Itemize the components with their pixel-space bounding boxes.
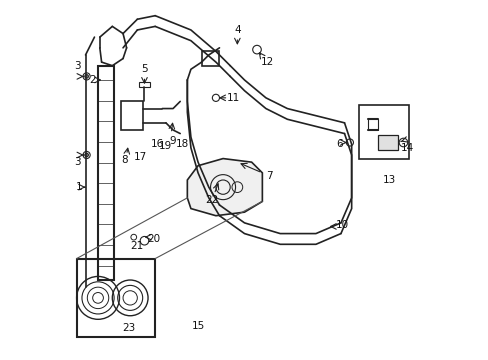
Bar	[358, 105, 408, 158]
Text: 11: 11	[227, 93, 240, 103]
Bar	[77, 258, 155, 337]
Polygon shape	[187, 158, 262, 216]
Bar	[201, 51, 219, 66]
Text: 8: 8	[121, 156, 127, 165]
Text: 4: 4	[234, 25, 240, 35]
Text: 22: 22	[204, 195, 218, 204]
Bar	[98, 66, 114, 280]
Text: 9: 9	[169, 136, 176, 146]
Text: 13: 13	[382, 175, 395, 185]
Text: 3: 3	[74, 157, 81, 167]
Bar	[378, 135, 397, 150]
Text: 23: 23	[122, 323, 135, 333]
Text: 3: 3	[74, 61, 81, 71]
Circle shape	[83, 73, 90, 80]
Text: 18: 18	[175, 139, 188, 149]
Text: 10: 10	[335, 220, 348, 230]
Text: 16: 16	[150, 139, 163, 149]
Circle shape	[83, 152, 90, 158]
Text: 15: 15	[191, 321, 204, 332]
Bar	[121, 102, 142, 130]
Text: 12: 12	[261, 57, 274, 67]
Text: 17: 17	[133, 152, 146, 162]
Circle shape	[84, 75, 88, 78]
Text: 5: 5	[141, 64, 147, 74]
Text: 14: 14	[400, 143, 413, 153]
Text: 19: 19	[158, 141, 171, 151]
Bar	[139, 82, 149, 87]
Text: 7: 7	[265, 171, 272, 181]
Text: 1: 1	[76, 182, 82, 192]
Circle shape	[84, 153, 88, 157]
Text: 21: 21	[130, 241, 143, 251]
Text: 6: 6	[335, 139, 342, 149]
Text: 2: 2	[89, 75, 96, 85]
Text: 20: 20	[146, 234, 160, 244]
